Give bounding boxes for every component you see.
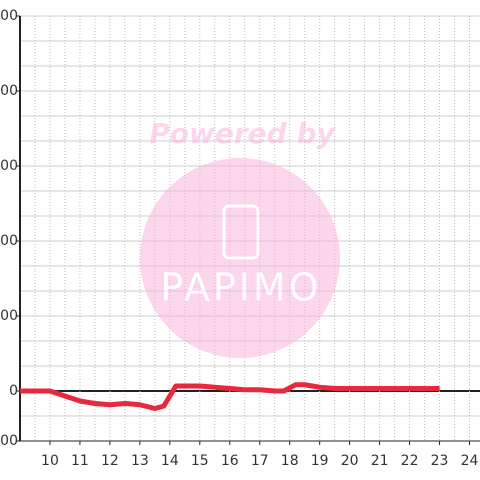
y-tick-label: 120,000 — [0, 83, 18, 99]
x-tick-label: 23 — [431, 453, 449, 469]
x-tick-label: 20 — [341, 453, 359, 469]
y-tick-label: 150,000 — [0, 8, 18, 24]
watermark: Powered by PAPIMO — [140, 117, 340, 358]
watermark-logo: PAPIMO — [160, 266, 321, 310]
x-tick-label: 19 — [311, 453, 329, 469]
x-tick-label: 14 — [161, 453, 179, 469]
x-tick-label: 15 — [191, 453, 209, 469]
y-tick-label: 90,000 — [0, 158, 18, 174]
x-tick-label: 17 — [251, 453, 269, 469]
x-tick-label: 13 — [131, 453, 149, 469]
watermark-text: Powered by — [149, 117, 336, 150]
y-tick-label: 30,000 — [0, 308, 18, 324]
x-tick-label: 18 — [281, 453, 299, 469]
x-tick-label: 24 — [461, 453, 479, 469]
x-tick-label: 10 — [41, 453, 59, 469]
x-tick-label: 22 — [401, 453, 419, 469]
x-tick-label: 16 — [221, 453, 239, 469]
data-line — [20, 382, 440, 411]
x-tick-label: 21 — [371, 453, 389, 469]
x-tick-label: 12 — [101, 453, 119, 469]
y-tick-label: -20,000 — [0, 433, 18, 449]
y-tick-label: 0 — [9, 383, 18, 399]
watermark-icon — [222, 204, 260, 260]
x-tick-label: 11 — [71, 453, 89, 469]
y-tick-label: 60,000 — [0, 233, 18, 249]
